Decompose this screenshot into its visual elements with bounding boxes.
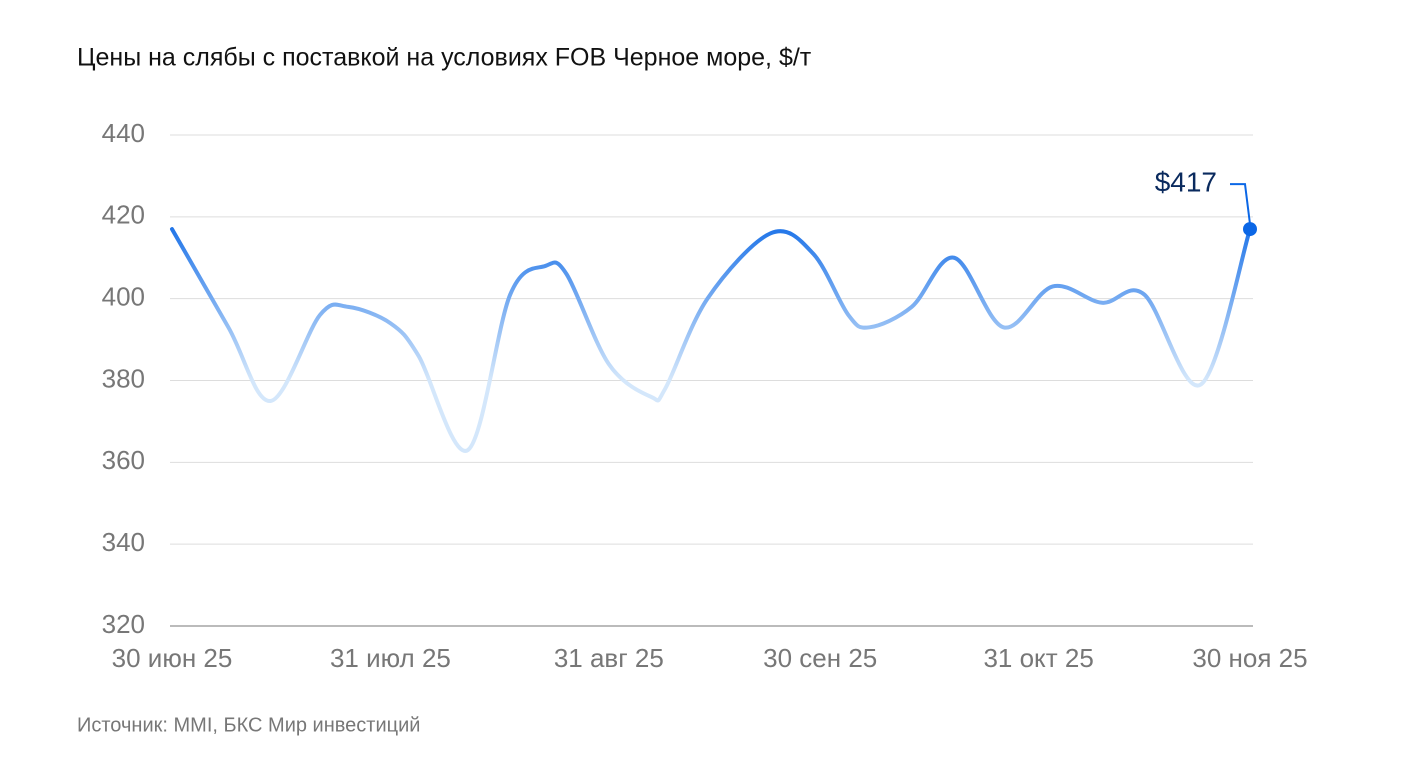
x-tick-label: 30 сен 25 [763,643,877,673]
y-tick-label: 320 [102,609,145,639]
y-tick-label: 420 [102,200,145,230]
x-tick-label: 30 июн 25 [112,643,233,673]
callout-line [1230,183,1251,225]
y-tick-label: 440 [102,118,145,148]
point [1243,222,1257,237]
y-tick-label: 360 [102,445,145,475]
x-tick-label: 31 авг 25 [554,643,664,673]
source: Источник: MMI, БКС Мир инвестиций [77,714,420,736]
x-tick-label: 31 окт 25 [983,643,1093,673]
chart-title: Цены на слябы с поставкой на условиях FO… [77,44,812,72]
line [170,227,1252,453]
y-tick-label: 400 [102,282,145,312]
x-tick-label: 31 июл 25 [330,643,451,673]
value-label: $417 [1155,166,1217,197]
y-tick-label: 380 [102,363,145,393]
y-tick-label: 340 [102,527,145,557]
x-tick-label: 30 ноя 25 [1192,643,1307,673]
